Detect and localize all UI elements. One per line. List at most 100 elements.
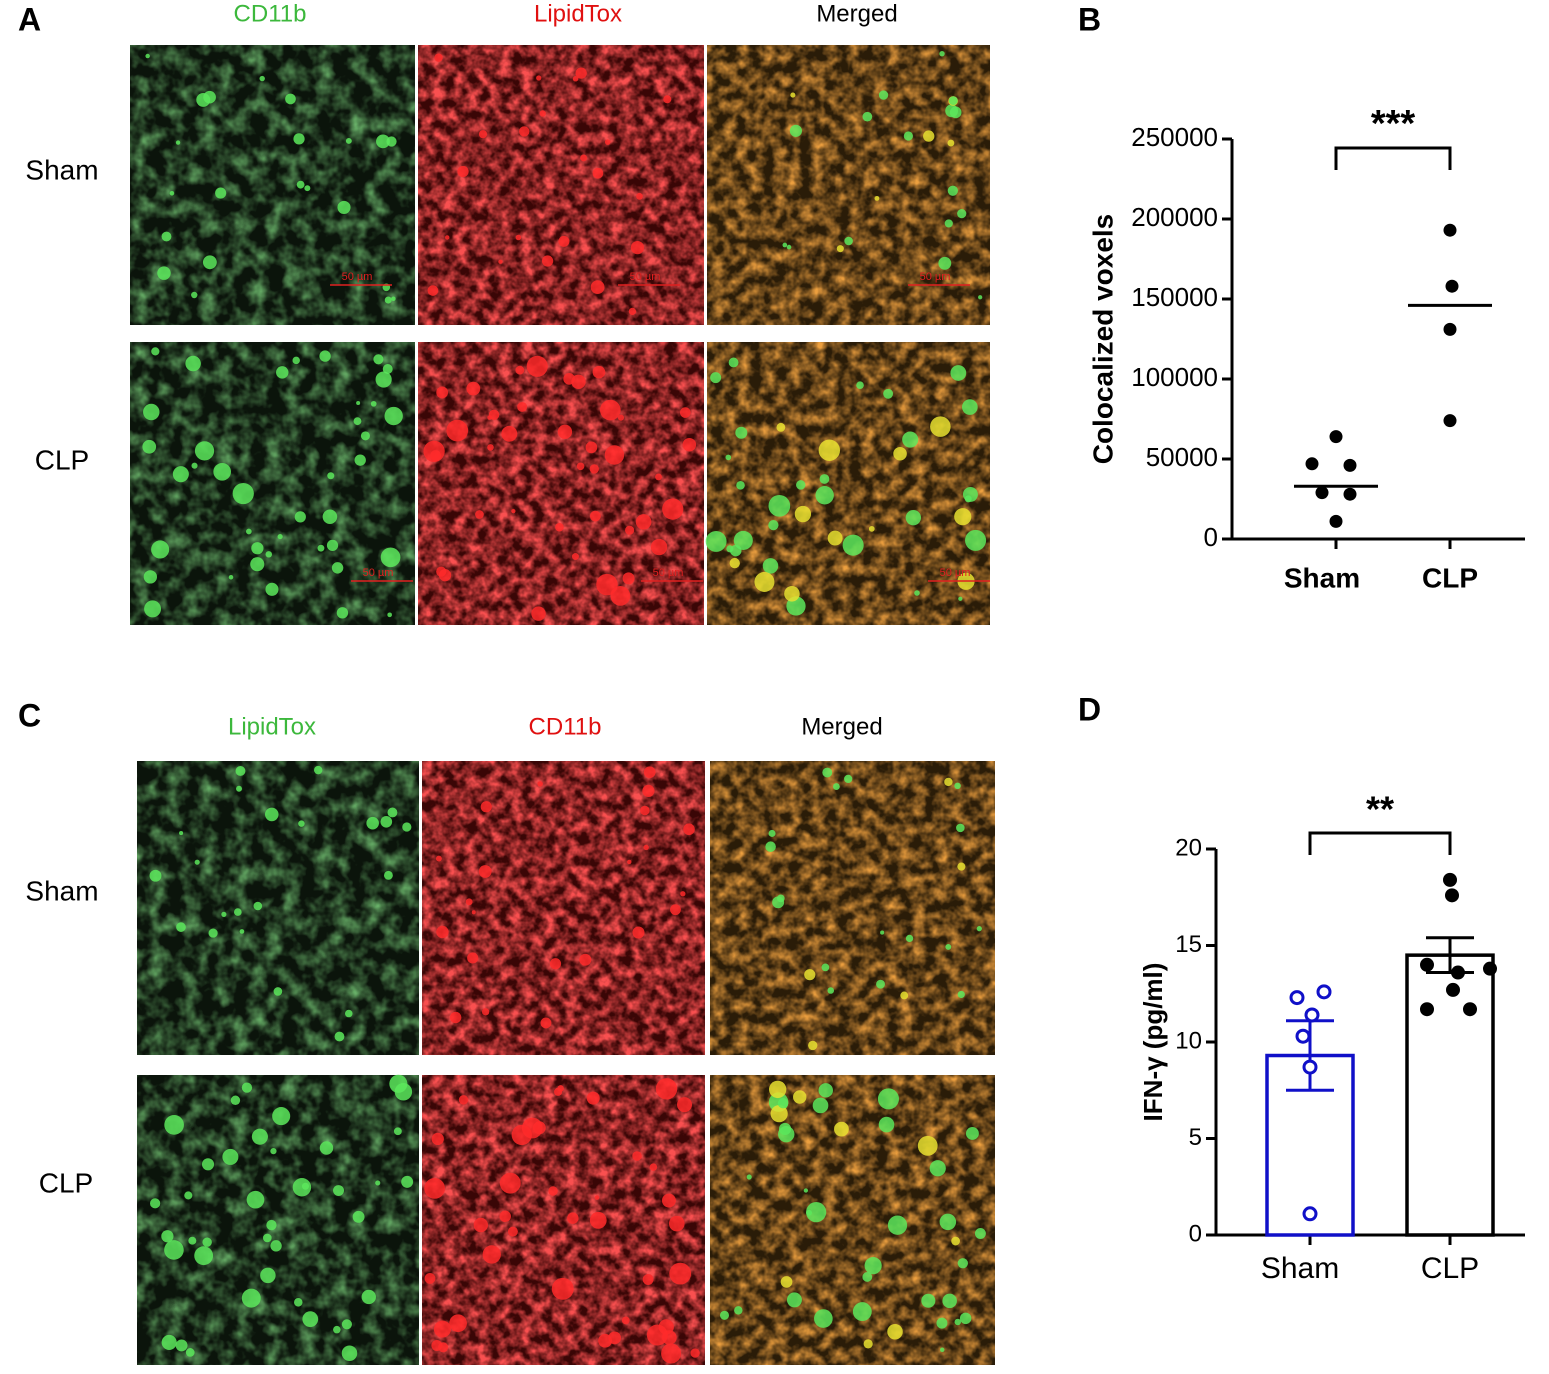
x-tick-label: CLP <box>1421 1252 1479 1285</box>
cell <box>532 1121 546 1135</box>
cell <box>589 510 601 522</box>
cell <box>277 533 283 540</box>
cell <box>954 782 961 790</box>
y-tick-label: 150000 <box>1131 282 1218 312</box>
cell <box>649 1163 658 1171</box>
cell <box>905 934 914 943</box>
cell <box>175 140 181 145</box>
cell <box>149 869 162 882</box>
cell <box>234 908 242 916</box>
cell <box>191 291 198 299</box>
cell <box>956 823 965 833</box>
cell <box>719 1310 730 1320</box>
scale-bar-label: 50 µm <box>630 271 661 283</box>
cell <box>319 350 331 362</box>
cell <box>880 930 885 935</box>
scale-bar-label: 50 µm <box>920 271 951 283</box>
cell <box>236 785 243 792</box>
cell <box>852 1302 872 1322</box>
cell <box>736 481 745 490</box>
cell <box>793 1090 807 1104</box>
bar <box>1405 953 1495 1237</box>
cell <box>230 1095 241 1106</box>
cell <box>806 1202 827 1223</box>
cell <box>876 979 885 989</box>
cell <box>769 1080 787 1099</box>
cell <box>844 774 853 784</box>
cell <box>434 53 443 62</box>
cell <box>682 437 697 452</box>
cell <box>331 562 344 574</box>
cell <box>292 356 300 365</box>
column-label: LipidTox <box>228 713 316 740</box>
cell <box>548 1186 558 1196</box>
cell <box>589 1211 607 1229</box>
cell <box>304 185 311 192</box>
cell <box>150 1198 161 1209</box>
cell <box>157 266 171 280</box>
cell <box>957 1258 968 1269</box>
cell <box>176 922 186 932</box>
cell <box>188 1236 197 1245</box>
cell <box>621 1316 630 1325</box>
cell <box>370 400 377 407</box>
data-point <box>1329 430 1343 444</box>
micrograph-texture <box>137 761 419 1055</box>
cell <box>965 1127 979 1140</box>
column-label: LipidTox <box>534 0 622 27</box>
cell <box>194 441 215 461</box>
data-point <box>1302 1206 1318 1222</box>
cell <box>929 1160 946 1177</box>
cell <box>640 805 650 816</box>
cell <box>151 347 160 356</box>
cell <box>151 540 170 559</box>
cell <box>294 1298 303 1307</box>
cell <box>314 765 323 775</box>
cell <box>361 1289 376 1305</box>
cell <box>164 1240 184 1260</box>
cell <box>222 1148 239 1165</box>
cell <box>786 244 792 250</box>
cell <box>668 1215 685 1232</box>
cell <box>285 93 296 105</box>
cell <box>776 422 786 432</box>
cell <box>438 569 452 582</box>
cell <box>266 1219 277 1231</box>
cell <box>948 96 958 106</box>
y-tick-label: 100000 <box>1131 362 1218 392</box>
panel-letter: A <box>18 1 41 37</box>
cell <box>662 498 684 520</box>
cell <box>777 1097 789 1109</box>
cell <box>768 519 779 531</box>
cell <box>818 439 841 461</box>
cell <box>679 407 691 418</box>
cell <box>375 1180 381 1186</box>
cell <box>762 558 779 574</box>
cell <box>337 200 351 214</box>
x-tick-label: CLP <box>1422 562 1478 593</box>
cell <box>161 231 172 242</box>
cell <box>531 606 546 621</box>
x-tick-label: Sham <box>1284 562 1360 593</box>
cell <box>273 987 283 996</box>
data-point <box>1302 1059 1318 1075</box>
cell <box>642 1274 654 1285</box>
cell <box>549 958 562 970</box>
cell <box>862 1272 873 1282</box>
data-point <box>1304 1007 1320 1023</box>
cell <box>511 509 516 514</box>
cell <box>366 816 379 830</box>
cell <box>729 557 740 569</box>
cell <box>487 444 494 451</box>
cell <box>172 466 189 483</box>
cell <box>917 1135 938 1156</box>
column-label: CD11b <box>234 0 307 27</box>
cell <box>262 1233 272 1243</box>
cell <box>754 571 775 592</box>
cell <box>232 482 254 505</box>
cell <box>424 1272 436 1284</box>
cell <box>610 585 631 606</box>
data-point <box>1315 486 1329 500</box>
cell <box>246 1190 265 1209</box>
cell <box>196 92 211 107</box>
